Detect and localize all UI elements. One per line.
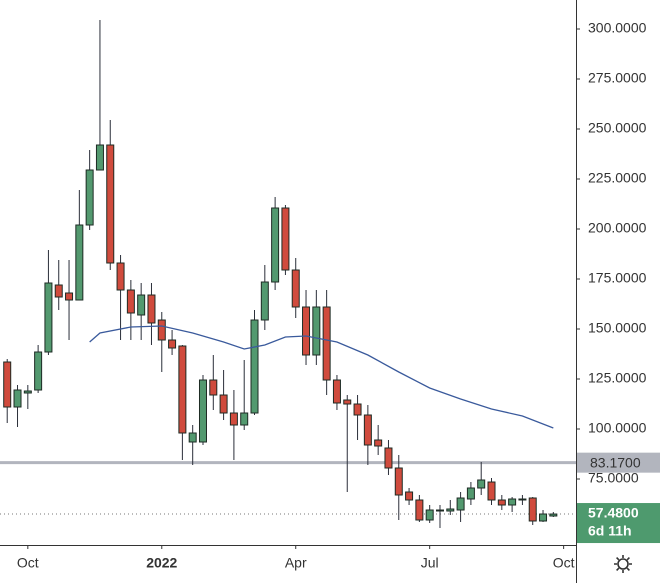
- candle-body: [54, 284, 63, 298]
- candle-body: [3, 361, 12, 408]
- candle-body: [528, 497, 537, 522]
- level-label: 83.1700: [590, 454, 641, 470]
- candle-body: [332, 379, 341, 404]
- candle-body: [477, 479, 486, 489]
- candle-body: [487, 481, 496, 501]
- candle-body: [508, 498, 517, 506]
- candle-body: [126, 289, 135, 314]
- candle-body: [75, 224, 84, 301]
- candle-body: [188, 432, 197, 443]
- y-tick-label: 175.0000: [588, 270, 647, 286]
- y-tick-label: 275.0000: [588, 70, 647, 86]
- candle-body: [209, 379, 218, 396]
- candle-body: [343, 399, 352, 405]
- candle-body: [147, 294, 156, 324]
- last-price-label: 57.4800: [588, 505, 639, 521]
- candle-body: [353, 403, 362, 416]
- x-tick-label: Oct: [17, 555, 39, 571]
- candle-body: [539, 513, 548, 522]
- x-tick-label: Oct: [553, 555, 575, 571]
- candle-body: [271, 207, 280, 283]
- candle-body: [178, 345, 187, 434]
- candle-body: [363, 414, 372, 446]
- candle-body: [415, 499, 424, 521]
- candle-body: [44, 282, 53, 353]
- candle-body: [446, 508, 455, 512]
- candle-body: [95, 144, 104, 171]
- candle-body: [137, 294, 146, 316]
- candle-body: [85, 169, 94, 226]
- candle-body: [518, 498, 527, 501]
- moving-average: [89, 325, 554, 429]
- candle-body: [106, 144, 115, 264]
- candle-body: [13, 389, 22, 408]
- candle-body: [322, 306, 331, 381]
- last-price-box: [577, 503, 660, 544]
- settings-icon[interactable]: [614, 555, 632, 573]
- candle-body: [291, 269, 300, 308]
- candle-body: [312, 306, 321, 356]
- candle-body: [425, 509, 434, 521]
- candle-body: [456, 497, 465, 511]
- level-label-box: [577, 452, 660, 473]
- y-tick-label: 250.0000: [588, 120, 647, 136]
- candle-body: [34, 351, 43, 391]
- candle-body: [394, 467, 403, 496]
- candle-body: [384, 447, 393, 469]
- candle-body: [250, 319, 259, 414]
- candle-body: [497, 499, 506, 506]
- candle-body: [374, 439, 383, 447]
- candle-body: [302, 306, 311, 356]
- candle-body: [466, 487, 475, 500]
- x-tick-label: 2022: [146, 555, 177, 571]
- candle-body: [435, 509, 444, 512]
- x-tick-label: Apr: [285, 555, 307, 571]
- y-tick-label: 225.0000: [588, 170, 647, 186]
- y-tick-label: 125.0000: [588, 370, 647, 386]
- candle-body: [116, 262, 125, 291]
- candle-body: [260, 281, 269, 321]
- candle-body: [405, 491, 414, 501]
- candle-body: [229, 412, 238, 426]
- candle-body: [281, 207, 290, 271]
- y-tick-label: 300.0000: [588, 20, 647, 36]
- candle-body: [157, 319, 166, 341]
- candle-body: [549, 513, 558, 517]
- candle-body: [23, 390, 32, 394]
- candle-body: [240, 412, 249, 426]
- candle-body: [65, 292, 74, 301]
- candle-body: [198, 379, 207, 443]
- candle-body: [168, 339, 177, 349]
- candle-body: [219, 394, 228, 414]
- countdown-label: 6d 11h: [588, 523, 632, 539]
- y-tick-label: 200.0000: [588, 220, 647, 236]
- x-tick-label: Jul: [421, 555, 439, 571]
- y-tick-label: 100.0000: [588, 420, 647, 436]
- y-tick-label: 75.0000: [588, 470, 639, 486]
- y-tick-label: 150.0000: [588, 320, 647, 336]
